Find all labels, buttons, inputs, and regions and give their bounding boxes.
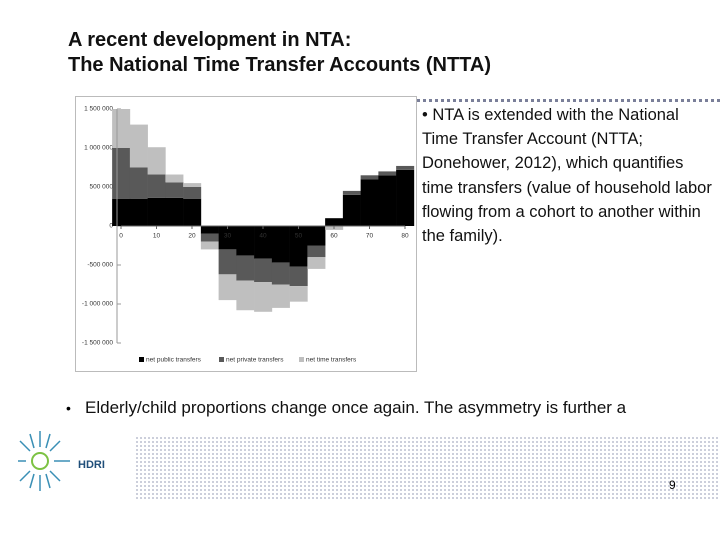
bar-segment	[271, 262, 290, 285]
y-tick-label: 1 000 000	[84, 145, 113, 152]
bullet-text: Elderly/child proportions change once ag…	[85, 398, 627, 417]
chart: 1 500 000 1 000 000 500 000 0 -500 000 -1 000…	[75, 96, 417, 372]
bar-segment	[147, 147, 166, 175]
bar-segment	[147, 174, 166, 198]
bar-segment	[360, 179, 379, 226]
bar-segment	[289, 226, 308, 267]
bar-segment	[396, 165, 415, 170]
bar-segment	[307, 226, 326, 246]
x-tick-label: 80	[401, 233, 409, 240]
bar-segment	[218, 226, 237, 250]
bar-segment	[378, 175, 397, 226]
divider	[130, 99, 720, 102]
bar-segment	[112, 148, 131, 199]
bar-segment	[112, 109, 131, 148]
bar-segment	[218, 274, 237, 301]
bar-segment	[200, 241, 219, 250]
page-number: 9	[669, 478, 676, 492]
bar-segment	[271, 284, 290, 308]
slide-title: A recent development in NTA: The National…	[68, 28, 491, 78]
x-tick-label: 0	[119, 233, 123, 240]
y-tick-label: 0	[109, 223, 113, 230]
bar-segment	[236, 255, 255, 281]
legend-swatch	[219, 357, 224, 362]
bar-segment	[183, 183, 202, 187]
bar-segment	[200, 233, 219, 242]
y-tick-label: -1 500 000	[82, 340, 113, 347]
bar-segment	[396, 169, 415, 226]
bullet-text: • NTA is extended with the National Time…	[422, 106, 712, 246]
bar-segment	[378, 171, 397, 176]
logo: HDRI	[18, 431, 105, 491]
x-tick-label: 70	[366, 233, 374, 240]
legend-label: net private transfers	[226, 357, 284, 364]
bar-segment	[342, 194, 361, 226]
x-tick-label: 30	[224, 233, 232, 240]
bar-segment	[165, 197, 184, 226]
bar-segment	[147, 197, 166, 226]
bar-segment	[289, 266, 308, 287]
title-line: The National Time Transfer Accounts (NTT…	[68, 54, 492, 76]
y-tick-label: 500 000	[90, 184, 114, 191]
legend-swatch	[299, 357, 304, 362]
logo-text: HDRI	[78, 459, 105, 471]
x-tick-label: 50	[295, 233, 303, 240]
legend-label: net public transfers	[146, 357, 202, 364]
footer-pattern	[135, 436, 720, 500]
bar-segment	[236, 280, 255, 311]
bullet-marker: •	[66, 400, 71, 416]
bar-segment	[129, 167, 148, 199]
logo-burst	[18, 431, 70, 491]
bar-segment	[289, 286, 308, 302]
logo-core	[31, 452, 49, 470]
x-tick-label: 60	[330, 233, 338, 240]
bar-segment	[129, 198, 148, 226]
legend-label: net time transfers	[306, 357, 357, 364]
x-tick-label: 10	[153, 233, 161, 240]
x-tick-label: 20	[188, 233, 196, 240]
y-tick-label: -500 000	[87, 262, 113, 269]
bar-segment	[165, 174, 184, 183]
legend-swatch	[139, 357, 144, 362]
bar-segment	[112, 198, 131, 226]
bar-segment	[236, 226, 255, 256]
bar-segment	[254, 282, 273, 312]
bar-segment	[307, 257, 326, 269]
bar-segment	[129, 124, 148, 168]
bar-segment	[183, 187, 202, 199]
y-tick-label: -1 000 000	[82, 301, 113, 308]
title-line: A recent development in NTA:	[68, 29, 352, 51]
bar-segment	[342, 190, 361, 195]
bar-segment	[200, 226, 219, 234]
bar-segment	[325, 218, 344, 226]
x-tick-label: 40	[259, 233, 267, 240]
y-tick-label: 1 500 000	[84, 106, 113, 113]
bar-segment	[254, 258, 273, 283]
bar-segment	[165, 182, 184, 198]
bar-segment	[271, 226, 290, 263]
bar-segment	[307, 245, 326, 258]
bar-segment	[218, 249, 237, 275]
bar-segment	[254, 226, 273, 259]
bar-segment	[360, 175, 379, 180]
bar-segment	[183, 198, 202, 226]
